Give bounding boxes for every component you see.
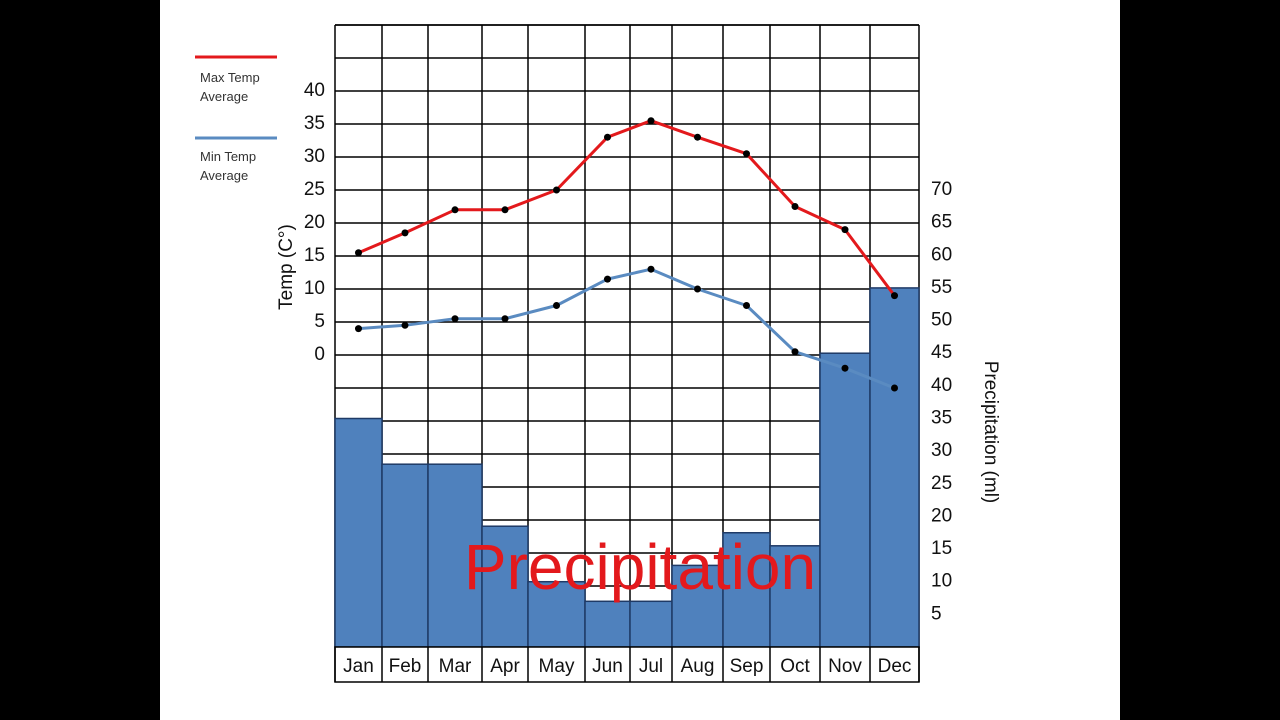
y-axis-title: Temp (C°) <box>276 224 297 310</box>
marker <box>841 364 849 372</box>
y-tick-label: 15 <box>304 245 325 266</box>
marker <box>401 229 409 237</box>
y2-tick-label: 30 <box>931 440 952 461</box>
x-tick-label: May <box>539 656 575 677</box>
marker <box>451 206 459 214</box>
bar <box>334 417 383 648</box>
marker <box>647 265 655 273</box>
bar <box>769 545 821 648</box>
x-tick-label: Jun <box>592 656 623 677</box>
y-tick-label: 20 <box>304 212 325 233</box>
bar <box>819 352 871 648</box>
line <box>357 119 896 297</box>
marker <box>355 249 362 257</box>
line <box>358 267 896 390</box>
marker <box>451 315 459 323</box>
marker <box>891 384 898 392</box>
slide <box>160 0 1120 720</box>
marker <box>553 302 560 309</box>
y2-tick-label: 55 <box>931 277 952 298</box>
x-tick-label: Apr <box>490 656 520 677</box>
x-tick-label: Oct <box>780 656 810 677</box>
marker <box>791 203 799 210</box>
y2-tick-label: 70 <box>931 179 952 200</box>
y2-tick-label: 15 <box>931 538 952 559</box>
x-tick-label: Jul <box>639 656 663 677</box>
y-tick-label: 40 <box>304 80 325 101</box>
bar <box>427 463 483 648</box>
x-tick-label: Nov <box>828 656 862 677</box>
marker <box>604 133 611 141</box>
y2-tick-label: 60 <box>931 244 952 265</box>
x-tick-label: Sep <box>730 656 764 677</box>
x-tick-label: Feb <box>389 656 422 677</box>
x-tick-label: Mar <box>439 656 472 677</box>
y2-tick-label: 20 <box>931 505 952 526</box>
bar <box>629 600 673 648</box>
y-tick-label: 30 <box>304 146 325 167</box>
marker <box>841 226 849 234</box>
series-label: Precipitation <box>464 531 816 603</box>
legend-label: Min Temp Average <box>200 149 257 183</box>
marker <box>791 348 799 356</box>
category-row <box>334 646 920 683</box>
marker <box>501 206 509 214</box>
y2-tick-label: 50 <box>931 310 952 331</box>
legend-label: Max Temp Average <box>200 70 260 104</box>
y-tick-label: 0 <box>314 344 325 365</box>
marker <box>647 117 655 125</box>
y2-tick-label: 10 <box>931 571 952 592</box>
bar <box>381 463 429 648</box>
marker <box>604 275 611 283</box>
x-tick-label: Aug <box>681 656 715 677</box>
marker <box>355 325 362 333</box>
bar <box>671 564 724 648</box>
y-tick-label: 10 <box>304 278 325 299</box>
y-tick-label: 35 <box>304 113 325 134</box>
x-tick-label: Dec <box>878 656 912 677</box>
marker <box>553 186 560 194</box>
marker <box>501 315 509 323</box>
marker <box>694 133 701 141</box>
bar <box>869 287 920 648</box>
bar <box>527 580 586 648</box>
y2-tick-label: 35 <box>931 408 952 429</box>
y2-axis-title: Precipitation (ml) <box>980 361 1001 504</box>
y2-tick-label: 25 <box>931 473 952 494</box>
y-tick-label: 5 <box>314 311 325 332</box>
marker <box>743 150 750 158</box>
marker <box>401 321 409 329</box>
marker <box>743 302 750 309</box>
y2-tick-label: 40 <box>931 375 952 396</box>
marker <box>694 285 701 293</box>
y2-tick-label: 45 <box>931 342 952 363</box>
marker <box>891 292 898 300</box>
y2-tick-label: 65 <box>931 212 952 233</box>
y2-tick-label: 5 <box>931 603 942 624</box>
bar <box>584 600 631 648</box>
x-tick-label: Jan <box>343 656 374 677</box>
y-tick-label: 25 <box>304 179 325 200</box>
